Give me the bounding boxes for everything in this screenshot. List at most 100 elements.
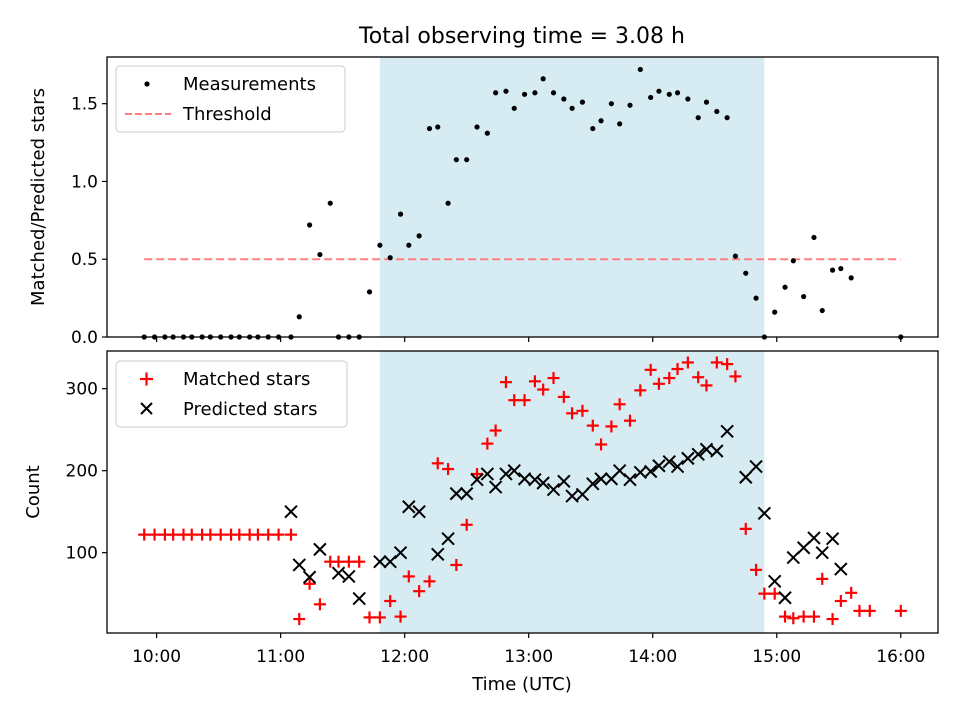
measurement-point [435, 124, 441, 130]
highlight-span [379, 57, 765, 337]
matched-star-point [779, 610, 792, 623]
matched-star-point [644, 363, 657, 376]
measurement-point [732, 253, 739, 259]
matched-star-point [834, 595, 847, 608]
top-x-ticks [156, 337, 902, 342]
measurement-point [426, 125, 433, 132]
y-tick-label: 100 [66, 544, 98, 564]
predicted-star-point [623, 472, 637, 487]
measurement-point [474, 124, 480, 130]
measurement-point [637, 66, 643, 73]
measurement-point [666, 91, 672, 97]
matched-star-point [739, 522, 752, 535]
legend-matched-marker [140, 372, 153, 386]
measurement-point [306, 222, 313, 228]
predicted-star-point [302, 570, 317, 584]
measurement-point [703, 99, 710, 105]
measurement-point [569, 105, 575, 111]
predicted-star-point [825, 532, 840, 546]
measurement-point [579, 99, 586, 105]
bottom-legend: Matched stars Predicted stars [115, 360, 348, 428]
x-tick-label: 16:00 [876, 647, 925, 667]
matched-star-point [692, 371, 705, 384]
matched-star-point [167, 528, 180, 541]
matched-star-point [853, 604, 866, 617]
bottom-points-layer [138, 356, 907, 626]
measurement-point [511, 105, 517, 111]
matched-star-point [768, 587, 781, 600]
matched-star-point [204, 528, 217, 541]
measurement-point [464, 157, 470, 163]
matched-star-point [663, 372, 676, 385]
predicted-star-point [720, 424, 734, 439]
bottom-legend-box [115, 360, 348, 428]
predicted-star-point [412, 504, 426, 519]
matched-star-point [807, 610, 820, 623]
predicted-star-point [499, 467, 513, 481]
measurement-point [790, 258, 796, 264]
matched-star-point [342, 555, 355, 568]
measurement-point [590, 125, 596, 132]
predicted-star-point [681, 451, 695, 466]
matched-star-point [623, 414, 636, 427]
matched-star-point [499, 376, 512, 389]
matched-star-point [489, 424, 502, 437]
measurement-point [674, 90, 681, 96]
matched-star-point [353, 555, 366, 568]
matched-star-point [671, 363, 684, 376]
measurement-point [484, 130, 490, 136]
matched-star-point [363, 611, 376, 624]
measurement-point [416, 233, 422, 239]
predicted-star-point [739, 470, 753, 484]
bottom-x-axis-label: Time (UTC) [471, 674, 572, 695]
matched-star-point [233, 528, 246, 541]
predicted-star-point [536, 476, 550, 490]
measurement-point [397, 211, 404, 217]
measurement-point [540, 76, 546, 82]
predicted-star-point [778, 591, 792, 605]
matched-star-point [394, 610, 407, 623]
matched-star-point [721, 358, 734, 371]
matched-star-point [284, 528, 297, 541]
predicted-star-point [633, 465, 648, 480]
matched-star-point [251, 528, 264, 541]
measurement-point [838, 265, 844, 272]
matched-star-point [816, 572, 829, 585]
predicted-star-point [517, 472, 532, 486]
predicted-star-point [557, 474, 571, 489]
predicted-star-point [643, 464, 658, 479]
y-tick-label: 300 [66, 380, 98, 400]
predicted-star-point [528, 472, 542, 487]
matched-star-point [537, 383, 550, 396]
measurement-point [366, 289, 373, 295]
matched-star-point [138, 528, 151, 541]
matched-star-point [750, 563, 763, 576]
matched-star-point [332, 555, 345, 568]
measurement-point [608, 101, 614, 107]
matched-star-point [700, 379, 713, 392]
predicted-star-point [807, 531, 821, 545]
x-tick-label: 15:00 [752, 647, 801, 667]
matched-star-point [303, 577, 316, 590]
measurement-point [819, 307, 825, 314]
predicted-star-point [652, 459, 666, 473]
x-tick-label: 13:00 [504, 647, 553, 667]
measurement-point [627, 102, 633, 108]
predicted-star-point [331, 566, 346, 580]
predicted-star-point [402, 500, 416, 514]
matched-star-point [576, 404, 589, 417]
matched-star-point [613, 398, 626, 411]
matched-star-point [481, 437, 494, 450]
matched-star-point [185, 528, 198, 541]
top-y-axis-label: Matched/Predicted stars [28, 88, 49, 306]
predicted-star-point [815, 545, 829, 560]
bottom-y-axis-label: Count [23, 465, 44, 518]
measurement-point [521, 91, 528, 97]
bottom-x-ticks: 10:00 11:00 12:00 13:00 14:00 15:00 16:00 [132, 633, 925, 667]
matched-star-point [863, 604, 876, 617]
matched-star-point [450, 558, 463, 571]
matched-star-point [402, 570, 415, 583]
matched-star-point [423, 575, 436, 588]
matched-star-point [797, 610, 810, 623]
predicted-star-point [507, 463, 521, 478]
